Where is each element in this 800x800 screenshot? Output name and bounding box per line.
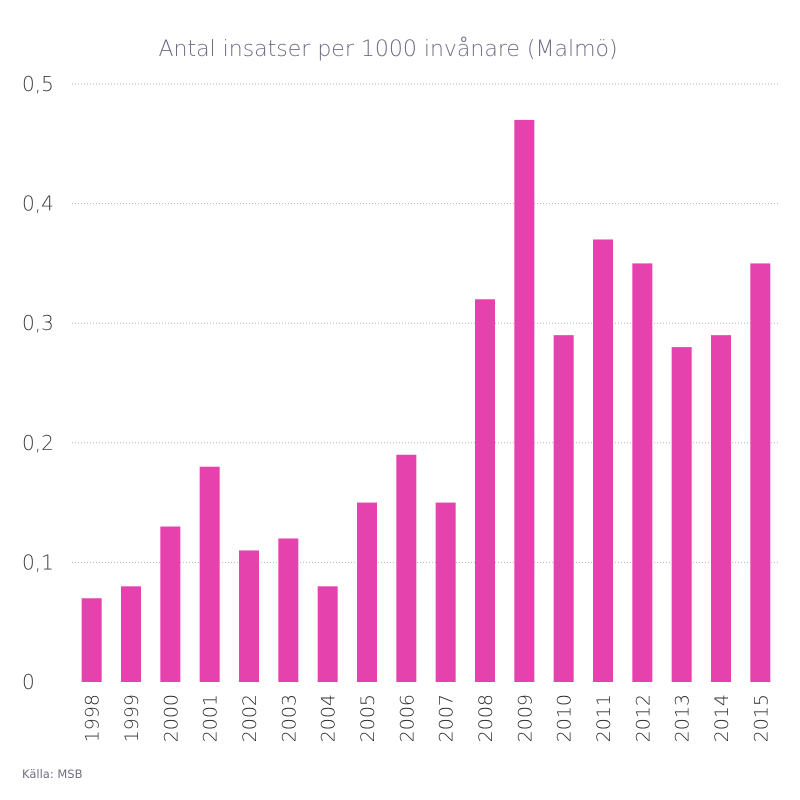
bar-2000 xyxy=(160,526,181,682)
x-tick-label: 2005 xyxy=(357,694,379,742)
bar-2010 xyxy=(553,335,574,682)
bar-1999 xyxy=(121,586,141,682)
y-tick-label: 0,5 xyxy=(22,72,54,96)
bar-2008 xyxy=(475,299,495,682)
x-tick-label: 2013 xyxy=(672,694,694,742)
bar-2005 xyxy=(357,502,377,682)
y-tick-label: 0 xyxy=(22,670,35,694)
x-tick-label: 2002 xyxy=(239,694,261,742)
bar-2012 xyxy=(632,263,653,682)
y-tick-label: 0,2 xyxy=(22,431,54,455)
x-tick-label: 2003 xyxy=(278,694,300,742)
bar-2013 xyxy=(671,347,692,682)
x-tick-label: 2015 xyxy=(750,694,772,742)
bar-2002 xyxy=(239,550,259,682)
bars xyxy=(81,119,771,683)
bar-2014 xyxy=(711,335,731,682)
x-tick-label: 2000 xyxy=(160,694,182,742)
bar-2009 xyxy=(514,119,535,682)
x-tick-label: 2001 xyxy=(200,694,222,742)
x-tick-label: 2014 xyxy=(711,694,733,742)
x-tick-label: 2012 xyxy=(632,694,654,742)
bar-2004 xyxy=(317,586,338,682)
bar-1998 xyxy=(81,598,102,682)
bar-2011 xyxy=(593,239,613,683)
y-tick-label: 0,1 xyxy=(22,550,54,574)
bar-2003 xyxy=(278,538,299,682)
y-tick-label: 0,4 xyxy=(22,192,54,216)
x-axis-tick-labels: 1998 1999 2000 2001 2002 2003 2004 2005 2006 2007… xyxy=(82,694,773,742)
x-tick-label: 1998 xyxy=(82,694,104,742)
x-tick-label: 2009 xyxy=(514,694,536,742)
x-tick-label: 2004 xyxy=(318,694,340,742)
x-tick-label: 2011 xyxy=(593,694,615,742)
x-tick-label: 2007 xyxy=(436,694,458,742)
bar-2001 xyxy=(199,466,220,682)
chart-title: Antal insatser per 1000 invånare (Malmö) xyxy=(158,37,617,62)
bar-2006 xyxy=(396,454,417,682)
x-tick-label: 2006 xyxy=(396,694,418,742)
x-tick-label: 2008 xyxy=(475,694,497,742)
x-tick-label: 1999 xyxy=(121,694,143,742)
y-axis-tick-labels: 0 0,1 0,2 0,3 0,4 0,5 xyxy=(22,72,54,694)
x-tick-label: 2010 xyxy=(554,694,576,742)
bar-2007 xyxy=(435,502,456,682)
bar-2015 xyxy=(750,263,771,682)
gridlines xyxy=(72,83,780,563)
y-tick-label: 0,3 xyxy=(22,311,54,335)
source-note: Källa: MSB xyxy=(22,767,83,781)
